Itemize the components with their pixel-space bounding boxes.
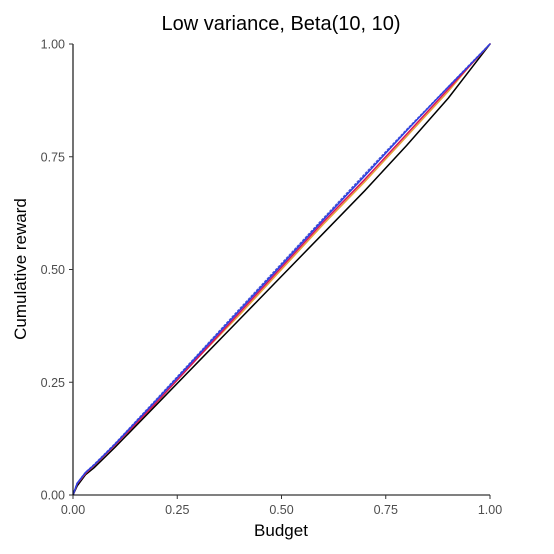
x-tick-label: 0.00 [61,503,85,517]
y-tick-label: 0.25 [41,376,65,390]
y-axis-ticks: 0.00 0.25 0.50 0.75 1.00 [41,38,73,503]
series-line-5 [72,43,491,496]
chart-title: Low variance, Beta(10, 10) [161,13,400,35]
y-axis-title: Cumulative reward [11,198,30,340]
x-axis-title: Budget [254,521,308,540]
y-tick-label: 0.50 [41,263,65,277]
series-line-1 [72,43,491,496]
series-layer [72,43,491,496]
y-tick-label: 0.00 [41,489,65,503]
x-tick-label: 0.50 [269,503,293,517]
x-tick-label: 1.00 [478,503,502,517]
x-tick-label: 0.25 [165,503,189,517]
x-axis-ticks: 0.00 0.25 0.50 0.75 1.00 [61,495,502,517]
y-tick-label: 0.75 [41,150,65,164]
y-tick-label: 1.00 [41,38,65,52]
x-tick-label: 0.75 [374,503,398,517]
